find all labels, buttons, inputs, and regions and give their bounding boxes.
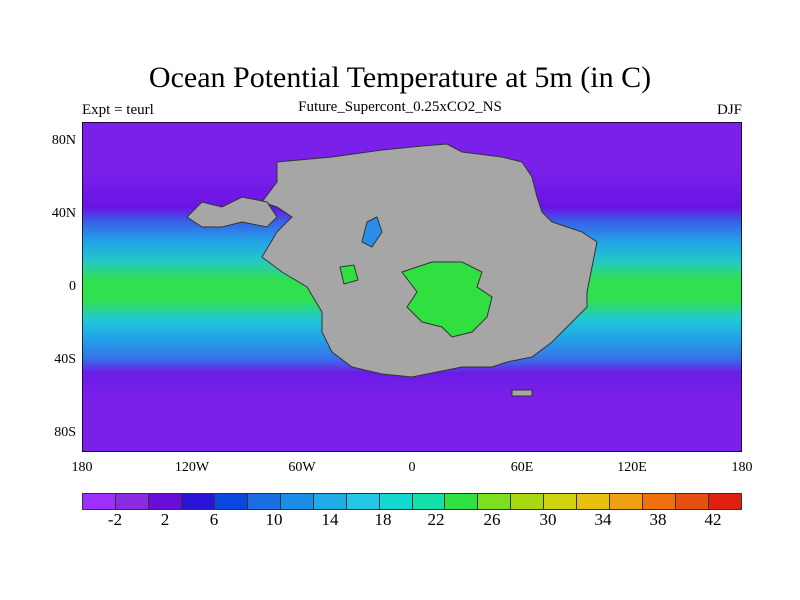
x-tick-label: 60W bbox=[288, 460, 316, 475]
colorbar-swatch bbox=[445, 494, 479, 509]
colorbar bbox=[82, 493, 742, 510]
colorbar-label: 34 bbox=[594, 510, 612, 529]
y-tick-label: 40S bbox=[54, 352, 76, 367]
colorbar-swatch bbox=[379, 494, 413, 509]
colorbar-swatch bbox=[511, 494, 545, 509]
y-tick-label: 80N bbox=[51, 133, 76, 148]
chart-subtitle: Future_Supercont_0.25xCO2_NS bbox=[298, 99, 502, 115]
temperature-map bbox=[82, 122, 742, 452]
colorbar-swatch bbox=[478, 494, 512, 509]
colorbar-label: -2 bbox=[107, 510, 123, 529]
chart-title: Ocean Potential Temperature at 5m (in C) bbox=[148, 61, 652, 94]
x-tick-label: 60E bbox=[510, 460, 534, 475]
experiment-label: Expt = teurl bbox=[82, 102, 154, 118]
colorbar-swatch bbox=[83, 494, 116, 509]
x-tick-label: 180 bbox=[731, 460, 753, 475]
inland-sea bbox=[401, 261, 493, 338]
southern-island bbox=[511, 389, 533, 397]
colorbar-swatch bbox=[148, 494, 182, 509]
supercontinent-land bbox=[261, 143, 598, 378]
colorbar-swatch bbox=[544, 494, 578, 509]
colorbar-swatch bbox=[181, 494, 215, 509]
x-tick-label: 120W bbox=[174, 460, 210, 475]
y-tick-label: 80S bbox=[54, 425, 76, 440]
colorbar-label: 22 bbox=[427, 510, 445, 529]
colorbar-label: 30 bbox=[539, 510, 557, 529]
colorbar-swatch bbox=[280, 494, 314, 509]
season-label: DJF bbox=[716, 102, 742, 118]
colorbar-swatch bbox=[247, 494, 281, 509]
small-lake bbox=[339, 264, 359, 285]
x-tick-label: 120E bbox=[617, 460, 647, 475]
y-tick-label: 0 bbox=[69, 279, 76, 294]
colorbar-swatch bbox=[577, 494, 611, 509]
colorbar-label: 14 bbox=[321, 510, 339, 529]
colorbar-label: 6 bbox=[209, 510, 219, 529]
y-tick-label: 40N bbox=[51, 206, 76, 221]
x-tick-label: 180 bbox=[71, 460, 93, 475]
colorbar-label: 38 bbox=[649, 510, 667, 529]
colorbar-swatch bbox=[214, 494, 248, 509]
colorbar-swatch bbox=[676, 494, 710, 509]
colorbar-swatch bbox=[313, 494, 347, 509]
colorbar-label: 26 bbox=[483, 510, 501, 529]
colorbar-swatch bbox=[643, 494, 677, 509]
colorbar-label: 2 bbox=[160, 510, 170, 529]
western-peninsula bbox=[186, 196, 278, 228]
colorbar-swatch bbox=[610, 494, 644, 509]
colorbar-label: 42 bbox=[704, 510, 722, 529]
colorbar-label: 10 bbox=[265, 510, 283, 529]
colorbar-swatch bbox=[115, 494, 149, 509]
colorbar-swatch bbox=[412, 494, 446, 509]
colorbar-label: 18 bbox=[374, 510, 392, 529]
colorbar-swatch bbox=[709, 494, 742, 509]
lake bbox=[361, 216, 383, 248]
x-tick-label: 0 bbox=[408, 460, 416, 475]
colorbar-swatch bbox=[346, 494, 380, 509]
